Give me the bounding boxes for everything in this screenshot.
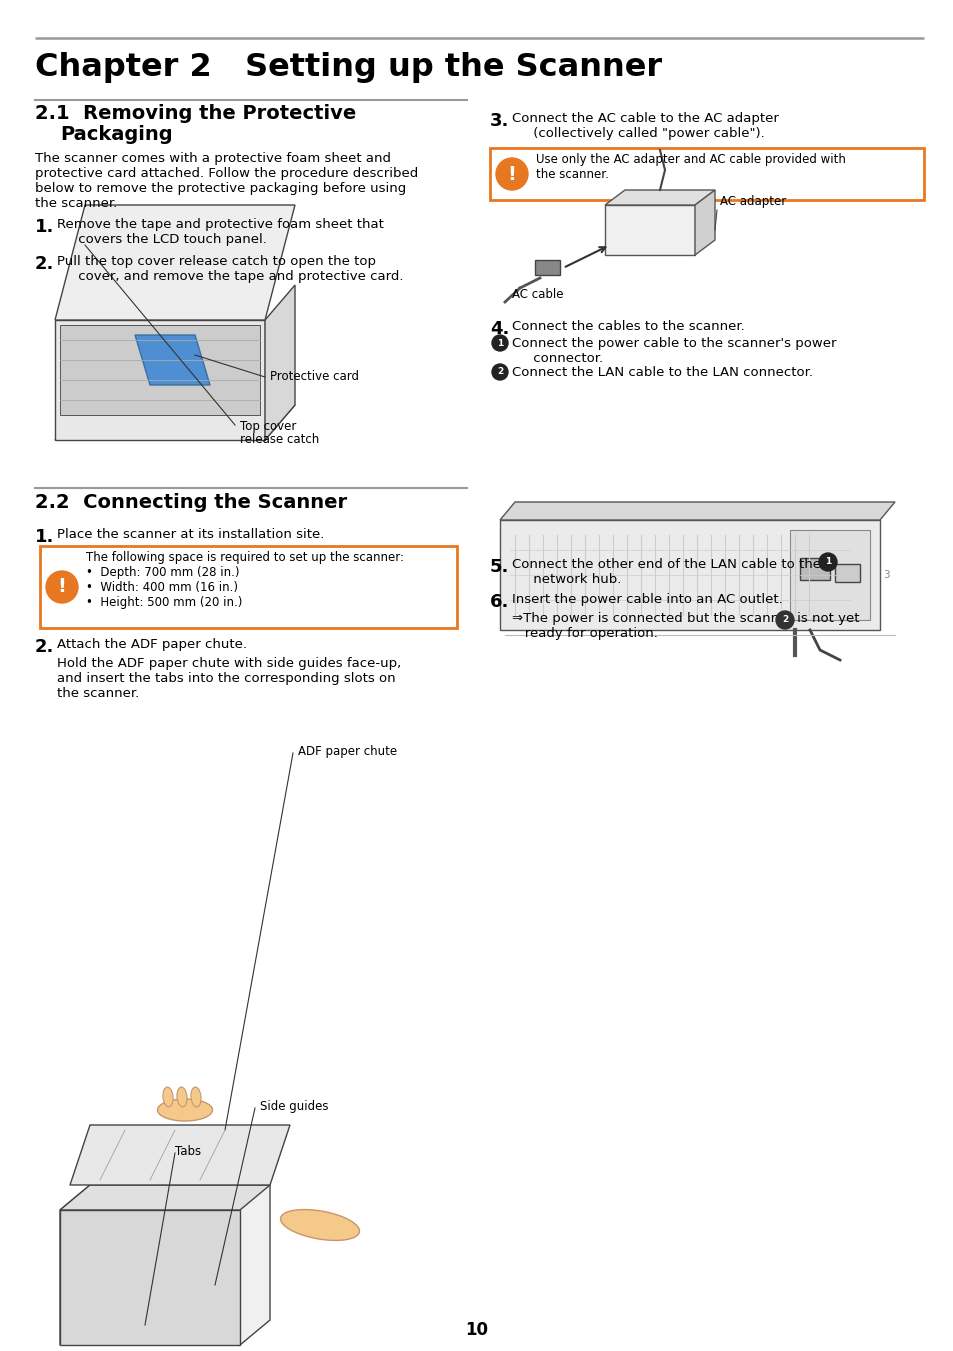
- Text: AC adapter: AC adapter: [720, 195, 785, 208]
- Polygon shape: [60, 326, 260, 415]
- Text: 4.: 4.: [490, 320, 509, 338]
- Text: 2.2  Connecting the Scanner: 2.2 Connecting the Scanner: [35, 493, 347, 512]
- Polygon shape: [60, 1185, 270, 1346]
- Ellipse shape: [191, 1088, 201, 1106]
- Text: 1: 1: [824, 558, 830, 566]
- Text: 2: 2: [781, 616, 787, 624]
- Bar: [40, 546, 456, 628]
- Text: Tabs: Tabs: [174, 1146, 201, 1158]
- Ellipse shape: [176, 1088, 187, 1106]
- Polygon shape: [604, 190, 714, 205]
- Bar: [800, 558, 829, 580]
- Text: Pull the top cover release catch to open the top
     cover, and remove the tape: Pull the top cover release catch to open…: [57, 255, 403, 282]
- Text: 1.: 1.: [35, 528, 54, 546]
- Text: Attach the ADF paper chute.: Attach the ADF paper chute.: [57, 638, 247, 651]
- Text: Connect the other end of the LAN cable to the
     network hub.: Connect the other end of the LAN cable t…: [512, 558, 821, 586]
- Circle shape: [492, 335, 507, 351]
- Bar: [789, 530, 869, 620]
- Text: 3: 3: [882, 570, 889, 580]
- Text: 2.: 2.: [35, 255, 54, 273]
- Text: The following space is required to set up the scanner:
•  Depth: 700 mm (28 in.): The following space is required to set u…: [86, 551, 403, 609]
- Text: 10: 10: [465, 1321, 488, 1339]
- Bar: [535, 259, 559, 276]
- Text: 2: 2: [497, 367, 502, 377]
- Bar: [499, 520, 879, 630]
- Text: AC cable: AC cable: [512, 288, 563, 301]
- Text: 2.: 2.: [35, 638, 54, 657]
- Text: !: !: [507, 165, 516, 184]
- Circle shape: [818, 553, 836, 571]
- Text: release catch: release catch: [240, 434, 319, 446]
- Text: ⇒The power is connected but the scanner is not yet
   ready for operation.: ⇒The power is connected but the scanner …: [512, 612, 859, 640]
- Ellipse shape: [280, 1209, 359, 1240]
- Text: Side guides: Side guides: [260, 1100, 328, 1113]
- Text: Top cover: Top cover: [240, 420, 296, 434]
- Text: Connect the AC cable to the AC adapter
     (collectively called "power cable").: Connect the AC cable to the AC adapter (…: [512, 112, 778, 141]
- Polygon shape: [60, 1185, 270, 1210]
- Text: The scanner comes with a protective foam sheet and
protective card attached. Fol: The scanner comes with a protective foam…: [35, 153, 417, 209]
- Text: Remove the tape and protective foam sheet that
     covers the LCD touch panel.: Remove the tape and protective foam shee…: [57, 218, 383, 246]
- Text: Insert the power cable into an AC outlet.: Insert the power cable into an AC outlet…: [512, 593, 781, 607]
- Text: Packaging: Packaging: [60, 126, 172, 145]
- Text: ADF paper chute: ADF paper chute: [297, 744, 396, 758]
- Text: 1.: 1.: [35, 218, 54, 236]
- Polygon shape: [695, 190, 714, 255]
- Circle shape: [492, 363, 507, 380]
- Polygon shape: [55, 405, 294, 440]
- Bar: [490, 149, 923, 200]
- Bar: [834, 563, 859, 582]
- Text: Use only the AC adapter and AC cable provided with
the scanner.: Use only the AC adapter and AC cable pro…: [536, 153, 845, 181]
- Text: 2.1  Removing the Protective: 2.1 Removing the Protective: [35, 104, 355, 123]
- Polygon shape: [499, 503, 894, 520]
- Polygon shape: [60, 1210, 240, 1346]
- Text: 3.: 3.: [490, 112, 509, 130]
- Text: Place the scanner at its installation site.: Place the scanner at its installation si…: [57, 528, 324, 540]
- Text: Connect the cables to the scanner.: Connect the cables to the scanner.: [512, 320, 744, 332]
- Circle shape: [46, 571, 78, 603]
- Text: Protective card: Protective card: [270, 370, 358, 382]
- Text: 1: 1: [497, 339, 502, 347]
- Text: Connect the LAN cable to the LAN connector.: Connect the LAN cable to the LAN connect…: [512, 366, 812, 380]
- Circle shape: [775, 611, 793, 630]
- Text: Connect the power cable to the scanner's power
     connector.: Connect the power cable to the scanner's…: [512, 336, 836, 365]
- Polygon shape: [55, 205, 294, 320]
- Polygon shape: [135, 335, 210, 385]
- Circle shape: [496, 158, 527, 190]
- Ellipse shape: [163, 1088, 172, 1106]
- Text: 5.: 5.: [490, 558, 509, 576]
- Polygon shape: [70, 1125, 290, 1185]
- Text: Chapter 2   Setting up the Scanner: Chapter 2 Setting up the Scanner: [35, 51, 661, 82]
- Ellipse shape: [157, 1098, 213, 1121]
- Bar: [604, 205, 695, 255]
- Polygon shape: [265, 285, 294, 440]
- Text: Hold the ADF paper chute with side guides face-up,
and insert the tabs into the : Hold the ADF paper chute with side guide…: [57, 657, 401, 700]
- Text: !: !: [57, 577, 67, 597]
- Text: 6.: 6.: [490, 593, 509, 611]
- Polygon shape: [55, 320, 265, 440]
